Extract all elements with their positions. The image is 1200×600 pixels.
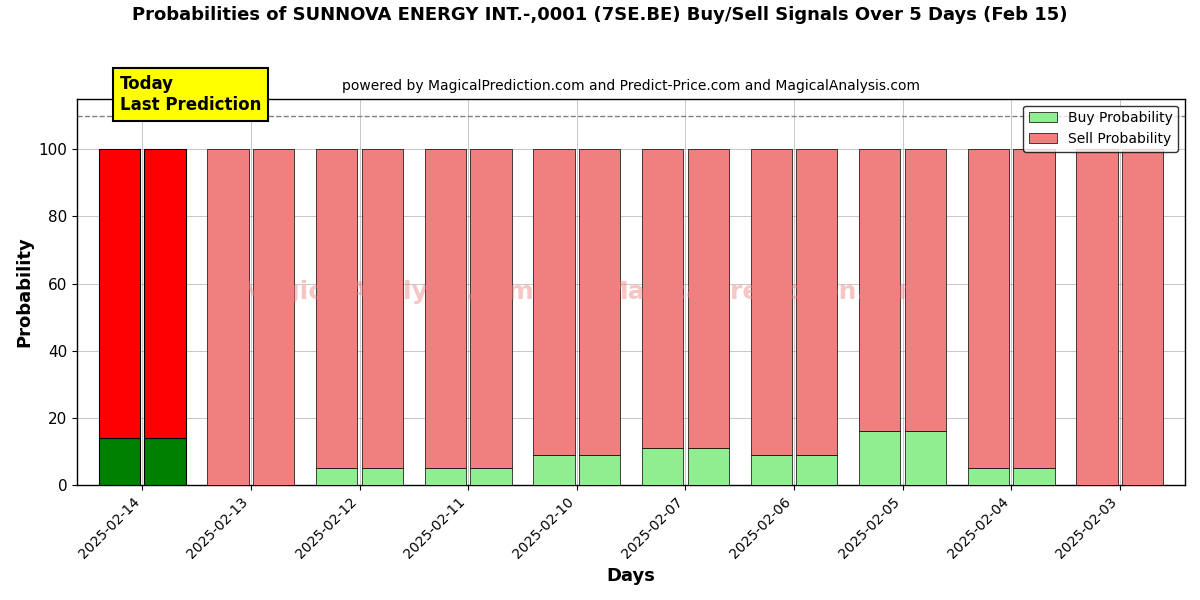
Bar — [144, 438, 186, 485]
Bar — [98, 149, 140, 438]
Text: Probabilities of SUNNOVA ENERGY INT.-,0001 (7SE.BE) Buy/Sell Signals Over 5 Days: Probabilities of SUNNOVA ENERGY INT.-,00… — [132, 6, 1068, 24]
Bar — [1122, 149, 1163, 485]
Bar — [253, 149, 294, 485]
Bar — [470, 469, 511, 485]
Bar — [750, 455, 792, 485]
Bar — [316, 149, 358, 469]
Bar — [750, 149, 792, 455]
Bar — [1013, 149, 1055, 469]
Bar — [859, 431, 900, 485]
Bar — [859, 149, 900, 431]
Bar — [533, 149, 575, 455]
Bar — [642, 448, 683, 485]
Bar — [967, 149, 1009, 469]
Bar — [578, 149, 620, 455]
Text: Today
Last Prediction: Today Last Prediction — [120, 75, 260, 114]
Bar — [316, 469, 358, 485]
Bar — [967, 469, 1009, 485]
Bar — [1013, 469, 1055, 485]
Bar — [98, 438, 140, 485]
Bar — [425, 469, 466, 485]
Bar — [470, 149, 511, 469]
Bar — [688, 149, 728, 448]
Bar — [425, 149, 466, 469]
Text: MagicalPrediction.com: MagicalPrediction.com — [604, 280, 925, 304]
Bar — [1076, 149, 1117, 485]
Text: MagicalAnalysis.com: MagicalAnalysis.com — [240, 280, 534, 304]
Bar — [361, 469, 403, 485]
Title: powered by MagicalPrediction.com and Predict-Price.com and MagicalAnalysis.com: powered by MagicalPrediction.com and Pre… — [342, 79, 920, 94]
X-axis label: Days: Days — [607, 567, 655, 585]
Bar — [578, 455, 620, 485]
Bar — [208, 149, 248, 485]
Bar — [642, 149, 683, 448]
Y-axis label: Probability: Probability — [14, 236, 32, 347]
Bar — [144, 149, 186, 438]
Legend: Buy Probability, Sell Probability: Buy Probability, Sell Probability — [1024, 106, 1178, 152]
Bar — [361, 149, 403, 469]
Bar — [796, 455, 838, 485]
Bar — [905, 149, 946, 431]
Bar — [533, 455, 575, 485]
Bar — [905, 431, 946, 485]
Bar — [796, 149, 838, 455]
Bar — [688, 448, 728, 485]
